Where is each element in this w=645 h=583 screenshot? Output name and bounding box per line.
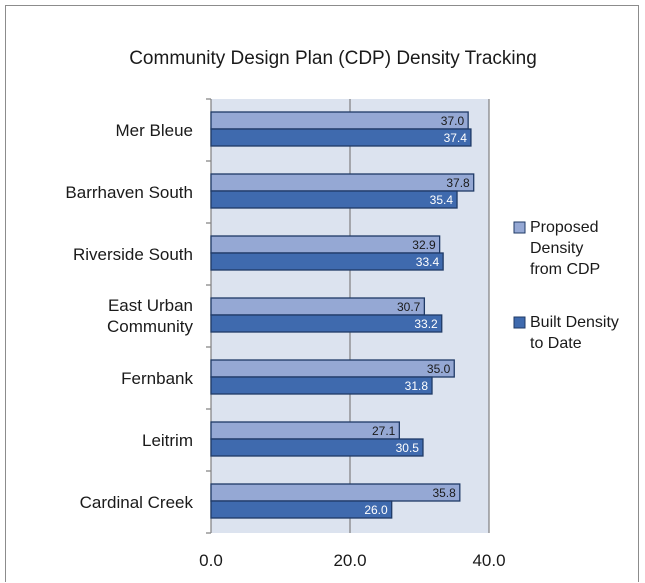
bars (210, 111, 475, 519)
data-label: 32.9 (412, 238, 436, 252)
category-label: East Urban Community (107, 296, 193, 336)
bar-built-3 (210, 314, 443, 333)
data-label: 33.2 (414, 317, 438, 331)
bar-built-2 (210, 252, 444, 271)
data-label: 35.4 (430, 193, 454, 207)
bar-built-0 (210, 128, 472, 147)
data-label: 30.5 (396, 441, 420, 455)
legend-entry-0: Proposed Density from CDP (530, 219, 600, 278)
bar-built-4 (210, 376, 433, 395)
chart-frame: Community Design Plan (CDP) Density Trac… (5, 5, 639, 582)
x-tick-label: 20.0 (333, 551, 366, 570)
bar-built-5 (210, 438, 424, 457)
category-label: Leitrim (142, 431, 193, 450)
legend-text-line: Density (530, 240, 583, 257)
category-label: Cardinal Creek (80, 493, 194, 512)
bar-proposed-6 (210, 483, 461, 502)
data-label: 37.0 (441, 114, 465, 128)
data-label: 26.0 (364, 503, 388, 517)
bar-proposed-4 (210, 359, 455, 378)
legend-text-line: Built Density (530, 314, 619, 331)
bar-proposed-0 (210, 111, 469, 130)
data-label: 35.8 (432, 486, 456, 500)
category-label-line: East Urban (108, 296, 193, 315)
axes (206, 98, 212, 534)
legend-entry-1: Built Density to Date (530, 314, 619, 352)
bar-proposed-1 (210, 173, 475, 192)
category-label: Mer Bleue (116, 121, 193, 140)
legend: Proposed Density from CDP Built Density to D… (513, 219, 619, 352)
x-tick-label: 0.0 (199, 551, 223, 570)
bar-built-1 (210, 190, 458, 209)
data-label: 37.8 (446, 176, 470, 190)
legend-swatch-1 (513, 316, 526, 329)
category-label: Riverside South (73, 245, 193, 264)
bar-proposed-2 (210, 235, 441, 254)
data-label: 31.8 (405, 379, 429, 393)
legend-text-line: to Date (530, 335, 582, 352)
category-label-line: Community (107, 317, 193, 336)
bar-proposed-3 (210, 297, 426, 316)
x-tick-label: 40.0 (472, 551, 505, 570)
labels: 0.0 20.0 40.0 37.0 37.4 Mer Bleue 37.8 35.4 Barr… (65, 114, 505, 570)
density-bar-chart: Community Design Plan (CDP) Density Trac… (65, 48, 619, 570)
category-label: Barrhaven South (65, 183, 193, 202)
bar-built-6 (210, 500, 393, 519)
data-label: 27.1 (372, 424, 396, 438)
legend-text-line: from CDP (530, 261, 600, 278)
legend-text-line: Proposed (530, 219, 599, 236)
category-label: Fernbank (121, 369, 193, 388)
data-label: 30.7 (397, 300, 421, 314)
chart-title: Community Design Plan (CDP) Density Trac… (129, 48, 537, 69)
data-label: 37.4 (444, 131, 468, 145)
data-label: 33.4 (416, 255, 440, 269)
legend-swatch-0 (513, 221, 526, 234)
data-label: 35.0 (427, 362, 451, 376)
